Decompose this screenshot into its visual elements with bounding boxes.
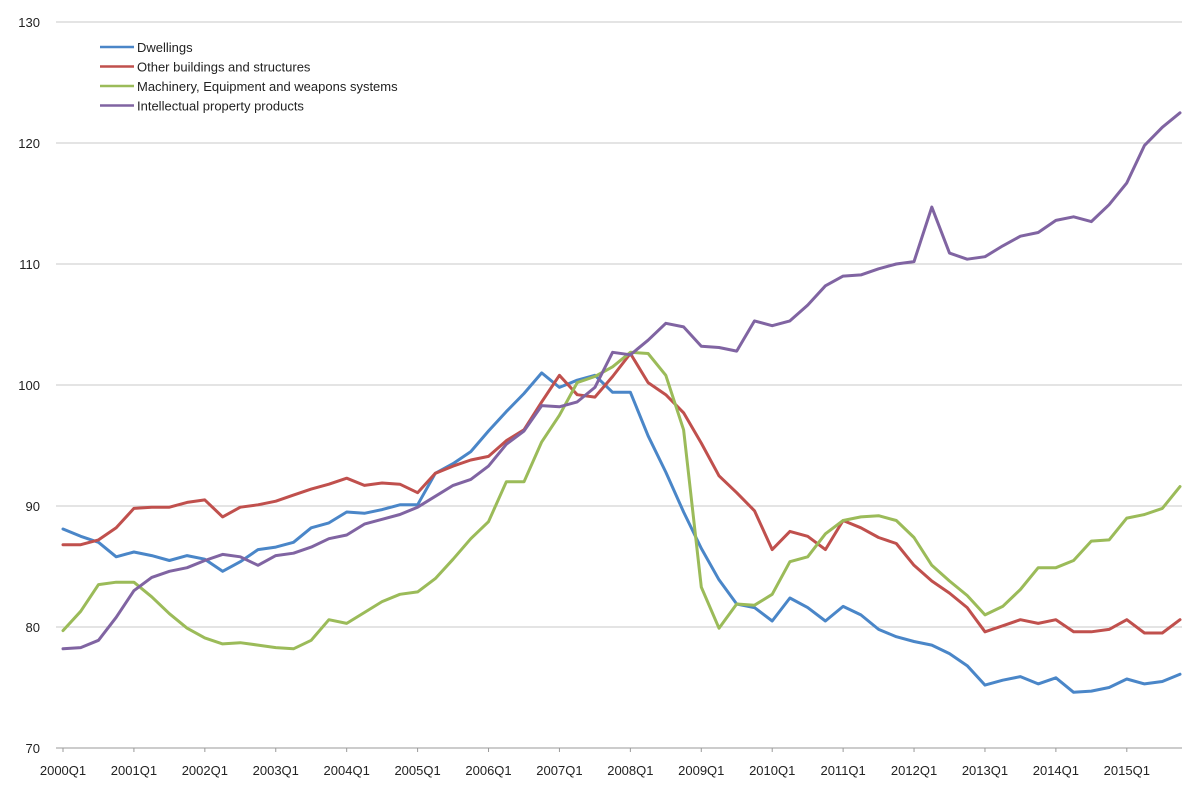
legend-label: Machinery, Equipment and weapons systems: [137, 79, 398, 94]
y-tick-label: 120: [18, 136, 40, 151]
x-tick-label: 2000Q1: [40, 763, 86, 778]
x-tick-label: 2002Q1: [182, 763, 228, 778]
x-tick-label: 2012Q1: [891, 763, 937, 778]
x-tick-label: 2007Q1: [536, 763, 582, 778]
y-tick-label: 70: [26, 741, 40, 756]
x-tick-label: 2005Q1: [394, 763, 440, 778]
x-tick-label: 2001Q1: [111, 763, 157, 778]
y-tick-label: 90: [26, 499, 40, 514]
x-tick-label: 2015Q1: [1104, 763, 1150, 778]
x-tick-label: 2010Q1: [749, 763, 795, 778]
x-tick-label: 2013Q1: [962, 763, 1008, 778]
x-tick-label: 2014Q1: [1033, 763, 1079, 778]
y-tick-label: 80: [26, 620, 40, 635]
y-axis: 70 80 90 100 110 120 130: [18, 15, 40, 756]
legend: Dwellings Other buildings and structures M…: [100, 40, 398, 114]
y-tick-label: 110: [19, 257, 40, 272]
x-tick-label: 2009Q1: [678, 763, 724, 778]
x-tick-label: 2008Q1: [607, 763, 653, 778]
series-line-intellectual-property-products: [61, 111, 1182, 651]
x-tick-label: 2003Q1: [253, 763, 299, 778]
series-line-dwellings: [61, 371, 1182, 694]
y-tick-label: 100: [18, 378, 40, 393]
legend-label: Other buildings and structures: [137, 60, 311, 75]
series-lines: [61, 111, 1182, 694]
series-line-machinery-equipment-and-weapons-systems: [61, 350, 1182, 651]
series-line-other-buildings-and-structures: [61, 352, 1182, 635]
x-axis: 2000Q1 2001Q1 2002Q1 2003Q1 2004Q1 2005Q1 2006…: [40, 747, 1182, 778]
legend-label: Intellectual property products: [137, 99, 304, 114]
y-tick-label: 130: [18, 15, 40, 30]
x-tick-label: 2011Q1: [820, 763, 865, 778]
x-tick-label: 2004Q1: [324, 763, 370, 778]
legend-label: Dwellings: [137, 40, 193, 55]
x-tick-label: 2006Q1: [465, 763, 511, 778]
